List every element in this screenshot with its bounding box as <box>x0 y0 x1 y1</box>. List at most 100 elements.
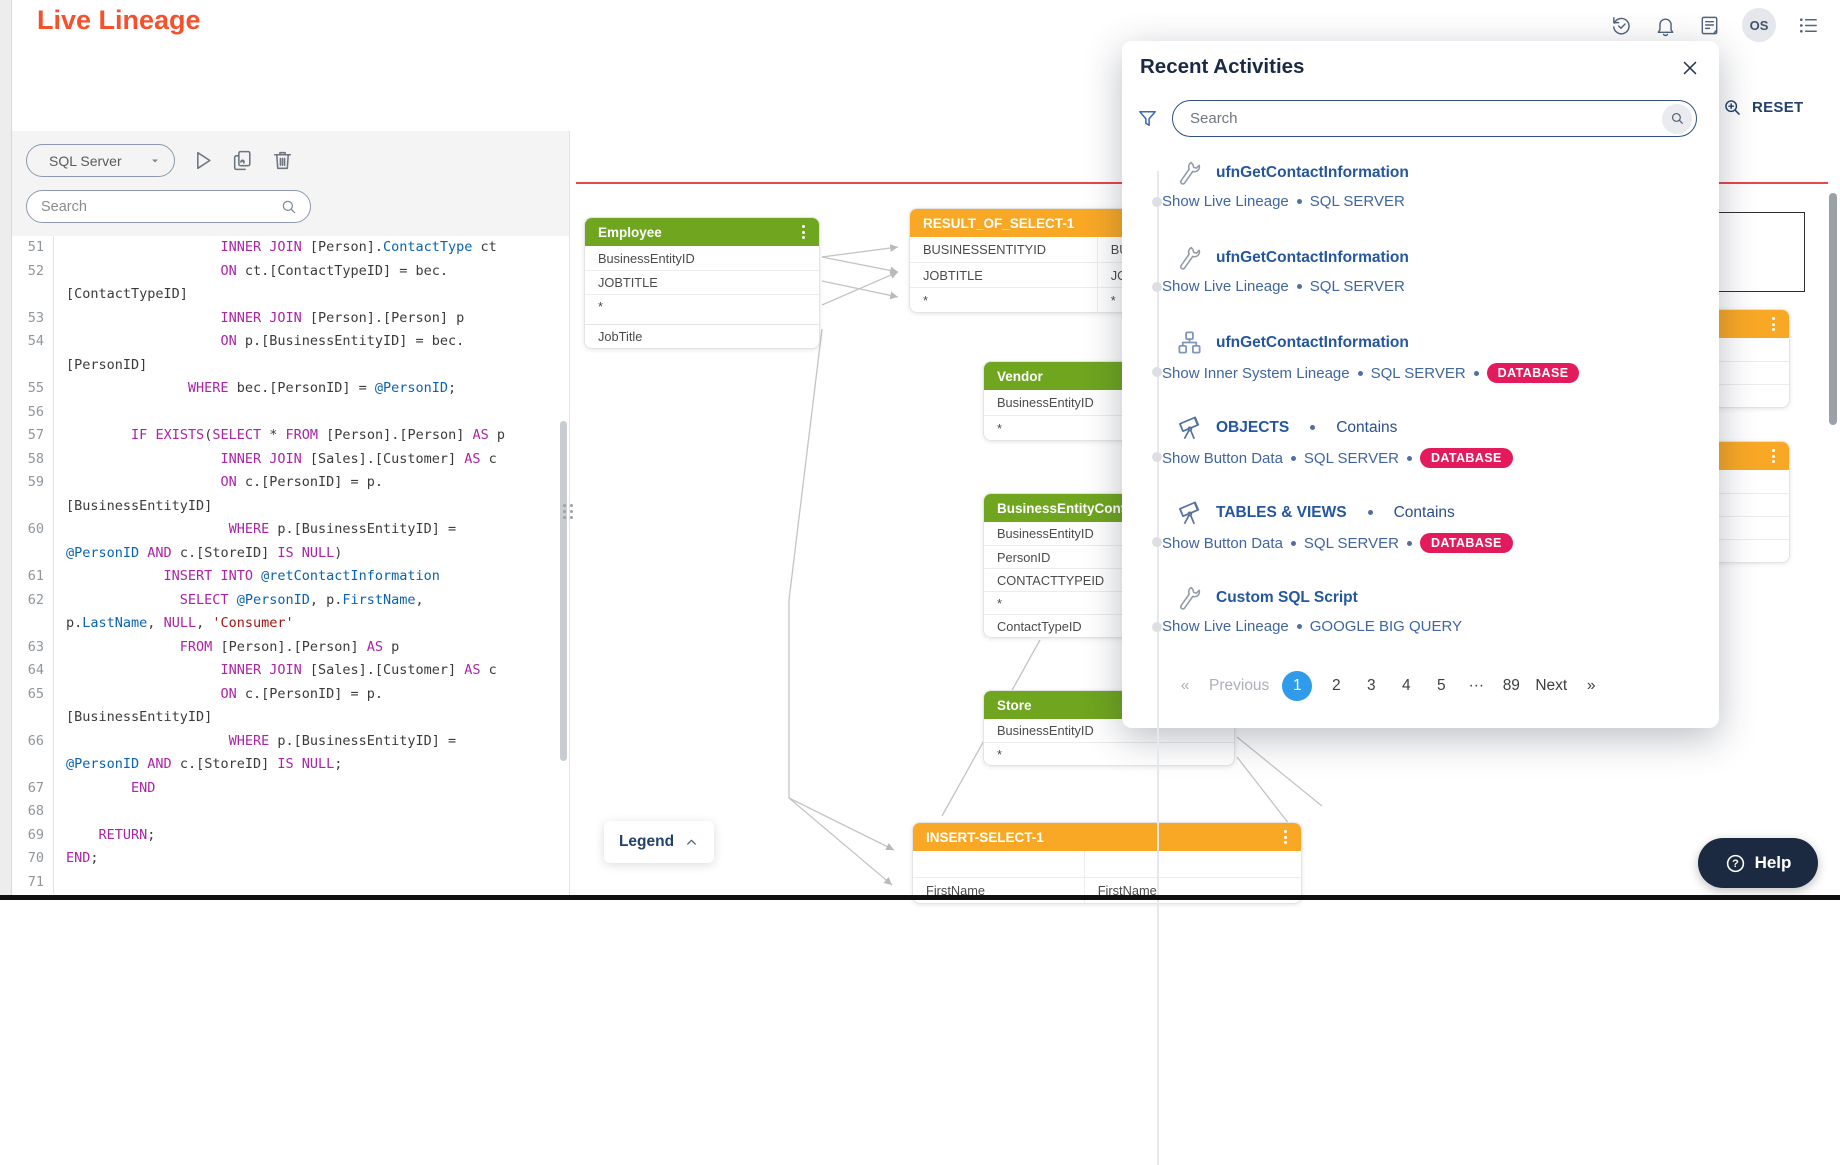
code-line[interactable]: 64 INNER JOIN [Sales].[Customer] AS c <box>12 659 569 683</box>
node-insert-select-1[interactable]: INSERT-SELECT-1 FirstName FirstName <box>912 822 1302 904</box>
timeline-dot <box>1152 452 1162 462</box>
node-header[interactable]: Employee <box>585 218 819 246</box>
help-button[interactable]: ? Help <box>1698 838 1818 888</box>
node-row[interactable]: ContactTypeID <box>984 614 1234 637</box>
code-line[interactable]: 60 WHERE p.[BusinessEntityID] = <box>12 518 569 542</box>
code-line[interactable]: 57 IF EXISTS(SELECT * FROM [Person].[Per… <box>12 424 569 448</box>
activity-item[interactable]: ufnGetContactInformation Show Live Lineag… <box>1152 159 1705 220</box>
run-query-button[interactable] <box>190 148 215 173</box>
node-field: ContactTypeID <box>997 618 1082 634</box>
legend-toggle-button[interactable]: Legend <box>604 821 714 863</box>
node-row[interactable] <box>913 851 1301 877</box>
filter-funnel-icon[interactable] <box>1136 107 1159 130</box>
node-row[interactable]: PersonID <box>984 545 1234 568</box>
activity-item[interactable]: OBJECTS Contains Show Button Data SQL SERVE… <box>1152 414 1705 475</box>
code-line[interactable]: 67 END <box>12 776 569 800</box>
line-number <box>12 541 54 565</box>
pagination-first-arrow[interactable]: « <box>1180 677 1190 694</box>
pagination-page-2[interactable]: 2 <box>1332 677 1341 694</box>
node-field: * <box>997 595 1002 611</box>
node-row[interactable]: * <box>585 294 819 318</box>
code-line[interactable]: 66 WHERE p.[BusinessEntityID] = <box>12 729 569 753</box>
node-title: Store <box>997 697 1032 713</box>
copy-script-button[interactable] <box>230 148 255 173</box>
node-row[interactable]: BusinessEntityID <box>585 246 819 270</box>
close-icon[interactable] <box>1679 57 1701 79</box>
pagination-page-89[interactable]: 89 <box>1502 677 1520 694</box>
node-field: * <box>923 292 928 308</box>
sql-search-input[interactable] <box>41 198 261 215</box>
node-employee[interactable]: Employee BusinessEntityID JOBTITLE * JobTitl… <box>584 217 820 349</box>
delete-script-button[interactable] <box>270 148 295 173</box>
activity-item[interactable]: TABLES & VIEWS Contains Show Button Data SQ… <box>1152 499 1705 560</box>
pagination-page-3[interactable]: 3 <box>1367 677 1376 694</box>
code-line[interactable]: 65 ON c.[PersonID] = p. <box>12 682 569 706</box>
panel-resize-handle[interactable] <box>563 504 574 519</box>
code-line[interactable]: @PersonID AND c.[StoreID] IS NULL; <box>12 753 569 777</box>
code-line[interactable]: 70 END; <box>12 847 569 871</box>
node-row[interactable]: CONTACTTYPEID <box>984 568 1234 591</box>
code-line[interactable]: 69 RETURN; <box>12 823 569 847</box>
code-line[interactable]: 71 <box>12 870 569 894</box>
pagination-next[interactable]: Next <box>1535 677 1568 694</box>
activity-item[interactable]: Custom SQL Script Show Live Lineage GOOGLE… <box>1152 584 1705 645</box>
node-row[interactable]: BusinessEntityID <box>984 390 1234 415</box>
code-line[interactable]: 55 WHERE bec.[PersonID] = @PersonID; <box>12 377 569 401</box>
pagination-page-4[interactable]: 4 <box>1402 677 1411 694</box>
code-line[interactable]: p.LastName, NULL, 'Consumer' <box>12 612 569 636</box>
code-line[interactable]: 52 ON ct.[ContactTypeID] = bec. <box>12 259 569 283</box>
sql-search-box[interactable] <box>26 190 311 223</box>
node-row[interactable]: * <box>984 742 1234 765</box>
code-line[interactable]: 62 SELECT @PersonID, p.FirstName, <box>12 588 569 612</box>
pagination-page-5[interactable]: 5 <box>1437 677 1446 694</box>
datasource-dropdown[interactable]: SQL Server <box>26 144 175 177</box>
pagination-page-1[interactable]: 1 <box>1282 671 1313 701</box>
notes-journal-icon[interactable] <box>1698 14 1721 37</box>
sql-code-editor[interactable]: 51 INNER JOIN [Person].ContactType ct 52 … <box>12 236 569 895</box>
code-line[interactable]: 54 ON p.[BusinessEntityID] = bec. <box>12 330 569 354</box>
activities-search-box[interactable] <box>1172 100 1697 137</box>
canvas-scrollbar[interactable] <box>1829 193 1837 425</box>
code-line[interactable]: 68 <box>12 800 569 824</box>
code-line[interactable]: 51 INNER JOIN [Person].ContactType ct <box>12 236 569 260</box>
code-line[interactable]: 61 INSERT INTO @retContactInformation <box>12 565 569 589</box>
code-line[interactable]: 58 INNER JOIN [Sales].[Customer] AS c <box>12 447 569 471</box>
editor-scrollbar[interactable] <box>560 421 567 761</box>
menu-list-icon[interactable] <box>1797 14 1820 37</box>
node-row[interactable]: JOBTITLE <box>585 270 819 294</box>
pagination-previous[interactable]: Previous <box>1209 677 1270 694</box>
history-check-icon[interactable] <box>1610 14 1633 37</box>
activity-item[interactable]: ufnGetContactInformation Show Inner Syste… <box>1152 329 1705 390</box>
node-row[interactable]: * * <box>910 287 1299 312</box>
search-icon[interactable] <box>1662 103 1692 134</box>
kebab-menu-icon[interactable] <box>798 221 809 243</box>
code-line[interactable]: [BusinessEntityID] <box>12 706 569 730</box>
code-line[interactable]: 56 <box>12 400 569 424</box>
code-line[interactable]: 53 INNER JOIN [Person].[Person] p <box>12 306 569 330</box>
line-number: 62 <box>12 588 54 612</box>
code-line[interactable]: [BusinessEntityID] <box>12 494 569 518</box>
user-avatar[interactable]: OS <box>1742 8 1776 42</box>
node-row[interactable]: * <box>984 591 1234 614</box>
line-number: 57 <box>12 424 54 448</box>
sql-toolbar: SQL Server <box>12 131 569 177</box>
kebab-menu-icon[interactable] <box>1280 826 1291 848</box>
kebab-menu-icon[interactable] <box>1768 313 1779 335</box>
kebab-menu-icon[interactable] <box>1768 445 1779 467</box>
notifications-bell-icon[interactable] <box>1654 14 1677 37</box>
activity-item[interactable]: ufnGetContactInformation Show Live Lineag… <box>1152 244 1705 305</box>
node-header[interactable]: INSERT-SELECT-1 <box>913 823 1301 851</box>
pagination-last-arrow[interactable]: » <box>1586 677 1596 694</box>
code-line[interactable]: 63 FROM [Person].[Person] AS p <box>12 635 569 659</box>
code-line[interactable]: 59 ON c.[PersonID] = p. <box>12 471 569 495</box>
code-line[interactable]: [ContactTypeID] <box>12 283 569 307</box>
node-row[interactable]: FirstName FirstName <box>913 877 1301 903</box>
code-line[interactable]: @PersonID AND c.[StoreID] IS NULL) <box>12 541 569 565</box>
node-row[interactable]: * <box>984 415 1234 440</box>
sql-editor-panel: SQL Server 51 INNER JOIN [Person].Contac… <box>12 131 570 895</box>
node-row[interactable]: BusinessEntityID <box>984 522 1234 545</box>
node-row[interactable]: JobTitle <box>585 324 819 348</box>
activities-search-input[interactable] <box>1190 110 1630 127</box>
code-line[interactable]: [PersonID] <box>12 353 569 377</box>
zoom-reset-button[interactable]: RESET <box>1722 97 1804 118</box>
